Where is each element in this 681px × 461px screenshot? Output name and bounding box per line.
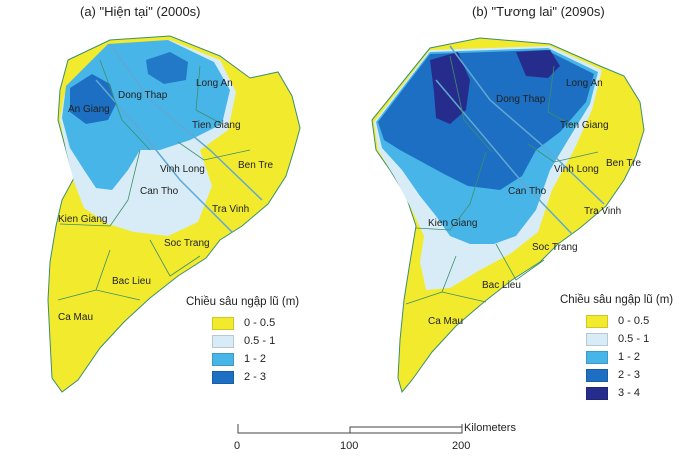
province-label: Ben Tre [606, 158, 641, 169]
map-title-2000s: (a) "Hiện tại" (2000s) [80, 4, 201, 19]
province-label: Bac Lieu [112, 276, 151, 287]
flood-zone-2-to-3 [146, 52, 188, 84]
province-label: Soc Trang [532, 242, 578, 253]
province-label: Can Tho [508, 186, 547, 197]
legend-item: 2 - 3 [586, 366, 673, 384]
scale-bar: 0 100 200 Kilometers [234, 420, 516, 460]
scale-tick-label: 100 [340, 440, 359, 452]
legend-title: Chiều sâu ngập lũ (m) [186, 296, 300, 308]
province-borders [57, 59, 251, 301]
legend-swatch [212, 370, 234, 384]
province-label: An Giang [68, 104, 110, 115]
province-label: Dong Thap [118, 90, 168, 101]
province-label: Soc Trang [164, 238, 210, 249]
legend-swatch [586, 350, 608, 364]
province-label: Kien Giang [428, 218, 477, 229]
legend-label: 0.5 - 1 [618, 333, 650, 345]
province-label: Tien Giang [560, 120, 609, 131]
province-label: Long An [566, 78, 603, 89]
legend-label: 3 - 4 [618, 387, 641, 399]
legend-title: Chiều sâu ngập lũ (m) [560, 294, 674, 306]
province-label: Kien Giang [58, 214, 107, 225]
legend-swatch [212, 316, 234, 330]
scale-unit-label: Kilometers [464, 422, 516, 434]
legend-2090s: Chiều sâu ngập lũ (m) 0 - 0.5 0.5 - 1 1 … [560, 294, 673, 402]
map-panel-2000s: (a) "Hiện tại" (2000s) An Giang Dong Tha… [0, 0, 340, 420]
flood-zone-2-to-3 [378, 50, 594, 190]
legend-label: 2 - 3 [244, 371, 267, 383]
legend-swatch [586, 314, 608, 328]
legend-item: 0 - 0.5 [212, 314, 299, 332]
flood-zone-3-to-4 [430, 52, 470, 124]
river [95, 79, 233, 233]
legend-label: 1 - 2 [244, 353, 267, 365]
legend-item: 0.5 - 1 [212, 332, 299, 350]
province-label: Tra Vinh [584, 206, 621, 217]
flood-map-2090s: Dong Thap Long An Tien Giang Vinh Long B… [371, 37, 645, 394]
province-label: Long An [196, 78, 233, 89]
legend-label: 1 - 2 [618, 351, 641, 363]
flood-map-2000s: An Giang Dong Thap Long An Tien Giang Vi… [47, 35, 301, 393]
legend-item: 3 - 4 [586, 384, 673, 402]
province-label: Ca Mau [58, 312, 93, 323]
legend-item: 0 - 0.5 [586, 312, 673, 330]
flood-zone-1-to-2 [62, 40, 230, 190]
province-borders [405, 55, 599, 305]
legend-swatch [586, 386, 608, 400]
river [109, 43, 263, 201]
province-label: Tien Giang [192, 120, 241, 131]
province-label: Can Tho [140, 186, 179, 197]
province-label: Vinh Long [554, 164, 599, 175]
legend-item: 1 - 2 [586, 348, 673, 366]
legend-2000s: Chiều sâu ngập lũ (m) 0 - 0.5 0.5 - 1 1 … [186, 296, 299, 386]
scale-tick-label: 200 [452, 440, 471, 452]
province-label: Ben Tre [238, 160, 273, 171]
province-label: Ca Mau [428, 316, 463, 327]
province-label: Vinh Long [160, 164, 205, 175]
flood-zone-3-to-4 [516, 50, 560, 78]
legend-label: 0 - 0.5 [244, 317, 276, 329]
flood-zone-2-to-3 [70, 74, 116, 124]
legend-swatch [212, 334, 234, 348]
river [449, 45, 605, 205]
legend-label: 2 - 3 [618, 369, 641, 381]
province-label: Bac Lieu [482, 280, 521, 291]
legend-swatch [586, 332, 608, 346]
scale-tick-label: 0 [234, 440, 241, 452]
legend-item: 1 - 2 [212, 350, 299, 368]
legend-swatch [586, 368, 608, 382]
province-label: Dong Thap [496, 94, 546, 105]
map-panel-2090s: (b) "Tương lai" (2090s) Dong Thap Long A… [340, 0, 681, 420]
map-title-2090s: (b) "Tương lai" (2090s) [472, 4, 605, 19]
legend-item: 0.5 - 1 [586, 330, 673, 348]
legend-item: 2 - 3 [212, 368, 299, 386]
legend-swatch [212, 352, 234, 366]
legend-label: 0.5 - 1 [244, 335, 276, 347]
river [435, 79, 573, 235]
legend-label: 0 - 0.5 [618, 315, 650, 327]
province-label: Tra Vinh [212, 204, 249, 215]
